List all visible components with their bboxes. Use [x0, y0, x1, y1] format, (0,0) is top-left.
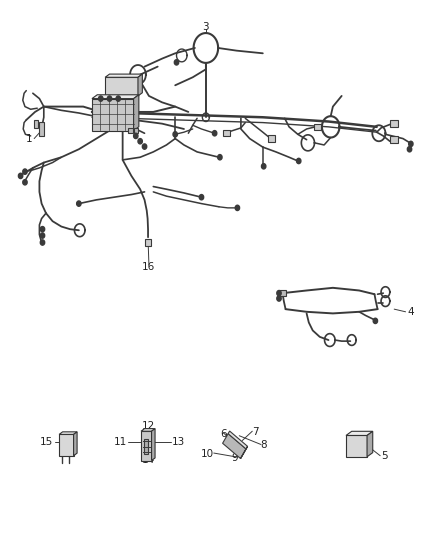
Polygon shape — [141, 429, 155, 431]
Text: 6: 6 — [220, 430, 227, 439]
Text: 1: 1 — [26, 134, 33, 143]
Circle shape — [174, 60, 179, 65]
Bar — [34, 119, 38, 127]
Polygon shape — [74, 432, 77, 456]
Polygon shape — [240, 446, 247, 458]
Polygon shape — [92, 95, 139, 99]
Bar — [39, 122, 44, 135]
Bar — [145, 239, 151, 246]
Circle shape — [373, 318, 378, 324]
Bar — [390, 120, 398, 127]
Bar — [92, 99, 134, 131]
Polygon shape — [367, 431, 373, 457]
Circle shape — [297, 158, 301, 164]
Polygon shape — [105, 74, 142, 77]
Circle shape — [107, 96, 112, 101]
Text: 12: 12 — [142, 422, 155, 431]
Circle shape — [134, 133, 138, 139]
Circle shape — [40, 233, 45, 238]
Polygon shape — [346, 431, 373, 435]
Circle shape — [40, 240, 45, 245]
Circle shape — [277, 290, 281, 296]
Text: 5: 5 — [381, 451, 388, 461]
Text: 8: 8 — [261, 440, 267, 450]
Text: 16: 16 — [142, 262, 155, 271]
Bar — [141, 431, 152, 461]
Text: 2: 2 — [121, 80, 128, 90]
Bar — [279, 290, 286, 296]
Bar — [346, 435, 367, 457]
Circle shape — [212, 131, 217, 136]
Circle shape — [18, 173, 23, 179]
Circle shape — [199, 195, 204, 200]
Circle shape — [77, 201, 81, 206]
Text: 7: 7 — [252, 427, 258, 437]
Circle shape — [173, 132, 177, 137]
Bar — [223, 130, 230, 136]
Bar — [268, 135, 275, 142]
Bar — [128, 128, 133, 133]
Text: 9: 9 — [231, 454, 238, 463]
Circle shape — [407, 147, 412, 152]
Polygon shape — [223, 434, 246, 458]
Circle shape — [235, 205, 240, 211]
Bar — [105, 77, 138, 96]
Circle shape — [277, 296, 281, 301]
Circle shape — [23, 180, 27, 185]
Bar — [144, 439, 148, 454]
Polygon shape — [228, 431, 247, 449]
Text: 4: 4 — [407, 307, 414, 317]
Bar — [314, 124, 321, 130]
Polygon shape — [59, 432, 77, 434]
Circle shape — [142, 144, 147, 149]
Circle shape — [218, 155, 222, 160]
Text: 10: 10 — [201, 449, 214, 459]
Circle shape — [99, 96, 103, 101]
Bar — [390, 136, 398, 143]
Polygon shape — [152, 429, 155, 461]
Bar — [59, 434, 74, 456]
Text: 15: 15 — [40, 438, 53, 447]
Circle shape — [40, 227, 45, 232]
Text: 14: 14 — [142, 455, 155, 465]
Bar — [134, 128, 138, 133]
Text: 3: 3 — [202, 22, 209, 31]
Circle shape — [409, 141, 413, 147]
Circle shape — [23, 169, 27, 174]
Text: 11: 11 — [114, 438, 127, 447]
Polygon shape — [138, 74, 142, 96]
Text: 13: 13 — [172, 438, 185, 447]
Polygon shape — [134, 95, 139, 131]
Circle shape — [116, 96, 120, 101]
Circle shape — [138, 139, 142, 144]
Circle shape — [261, 164, 266, 169]
